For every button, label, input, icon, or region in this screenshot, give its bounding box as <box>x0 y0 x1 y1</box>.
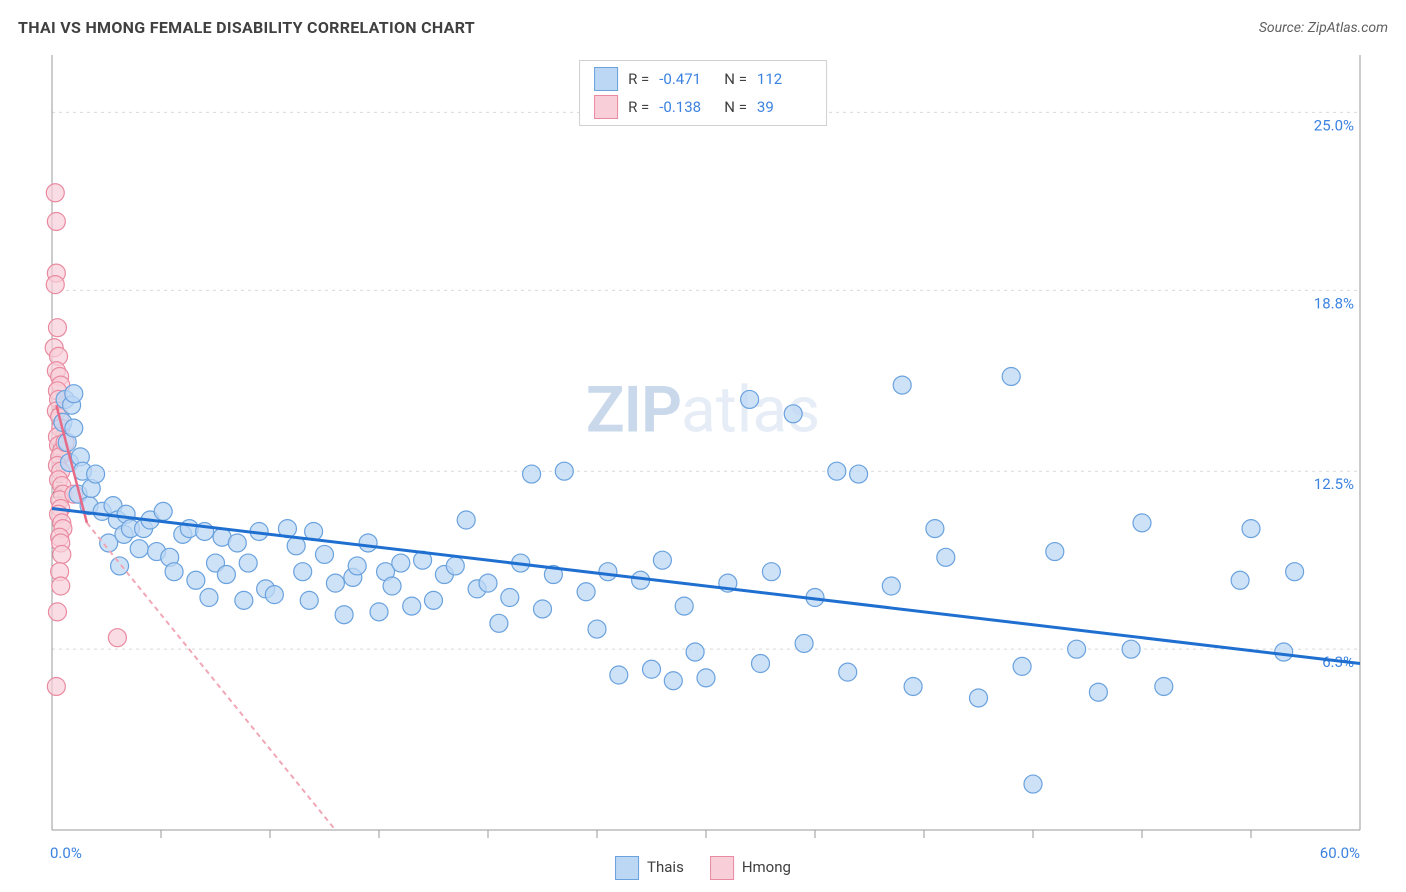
r-label: R = <box>628 70 649 88</box>
n-label: N = <box>724 98 747 116</box>
n-value: 112 <box>757 70 812 88</box>
r-label: R = <box>628 98 649 116</box>
x-axis-max-label: 60.0% <box>1320 844 1360 862</box>
legend-swatch <box>710 856 734 880</box>
legend-swatch <box>594 67 618 91</box>
series-legend-label: Thais <box>647 858 684 876</box>
chart-container: THAI VS HMONG FEMALE DISABILITY CORRELAT… <box>0 0 1406 892</box>
legend-swatch <box>615 856 639 880</box>
scatter-chart: 6.3%12.5%18.8%25.0% <box>0 0 1406 892</box>
x-axis-min-label: 0.0% <box>50 844 82 862</box>
n-value: 39 <box>757 98 812 116</box>
stats-legend-row: R = -0.138 N = 39 <box>594 93 812 121</box>
stats-legend: R = -0.471 N = 112 R = -0.138 N = 39 <box>579 60 827 126</box>
n-label: N = <box>724 70 747 88</box>
stats-legend-row: R = -0.471 N = 112 <box>594 65 812 93</box>
series-legend-item: Hmong <box>710 856 791 880</box>
series-legend-label: Hmong <box>742 858 791 876</box>
series-legend: Thais Hmong <box>615 856 791 880</box>
r-value: -0.471 <box>659 70 714 88</box>
svg-text:18.8%: 18.8% <box>1314 294 1354 312</box>
r-value: -0.138 <box>659 98 714 116</box>
series-legend-item: Thais <box>615 856 684 880</box>
legend-swatch <box>594 95 618 119</box>
svg-text:12.5%: 12.5% <box>1314 475 1354 493</box>
svg-text:25.0%: 25.0% <box>1314 116 1354 134</box>
